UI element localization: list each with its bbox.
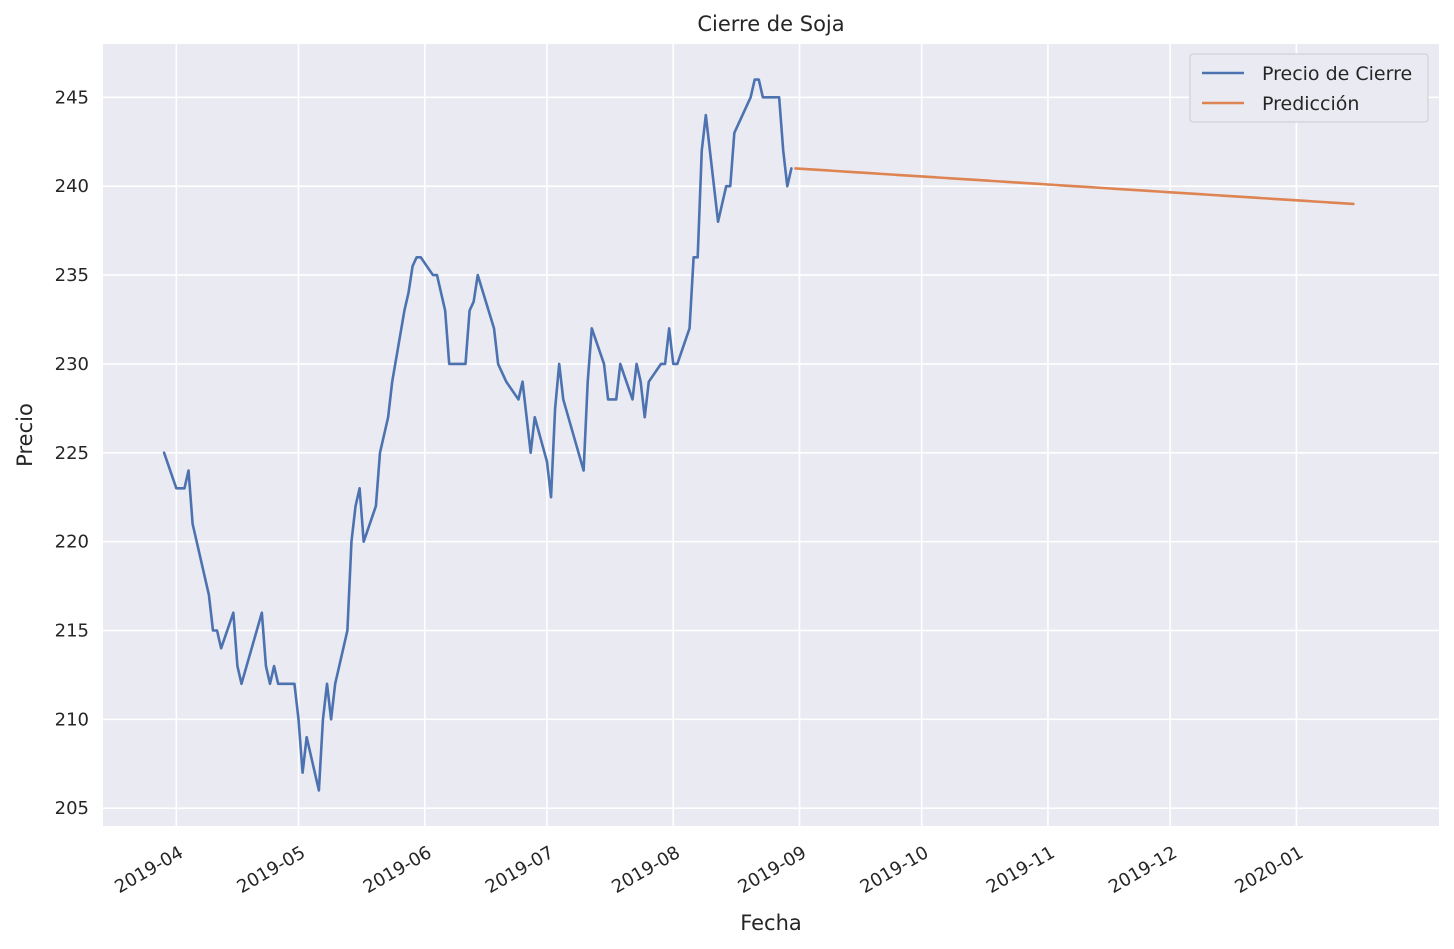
x-tick-label: 2019-12 [1105, 842, 1181, 898]
series-line-1 [794, 167, 1355, 206]
y-tick-label: 245 [55, 87, 89, 108]
legend-label-prediccion: Predicción [1262, 93, 1359, 115]
y-tick-label: 205 [55, 798, 89, 819]
x-tick-label: 2019-06 [360, 842, 436, 898]
x-tick-label: 2020-01 [1231, 842, 1307, 898]
x-tick-label: 2019-04 [111, 842, 187, 898]
y-tick-labels: 205 210 215 220 225 230 235 240 245 [55, 87, 89, 819]
y-tick-label: 210 [55, 709, 89, 730]
x-tick-label: 2019-05 [233, 842, 309, 898]
x-tick-label: 2019-10 [857, 842, 933, 898]
y-tick-label: 235 [55, 265, 89, 286]
series-line-0 [162, 78, 793, 792]
y-grid [103, 96, 1439, 810]
y-tick-label: 230 [55, 354, 89, 375]
y-tick-label: 220 [55, 532, 89, 553]
y-tick-label: 215 [55, 621, 89, 642]
y-tick-label: 240 [55, 176, 89, 197]
chart-title: Cierre de Soja [697, 12, 844, 36]
x-tick-label: 2019-11 [983, 842, 1059, 898]
x-tick-label: 2019-08 [608, 842, 684, 898]
y-tick-label: 225 [55, 443, 89, 464]
x-tick-label: 2019-09 [734, 842, 810, 898]
legend-box [1189, 53, 1429, 123]
x-tick-label: 2019-07 [482, 842, 558, 898]
legend-label-precio-de-cierre: Precio de Cierre [1262, 63, 1412, 85]
x-grid [175, 44, 1298, 826]
y-axis-label: Precio [13, 403, 37, 467]
legend: Precio de Cierre Predicción [1189, 53, 1429, 123]
x-tick-labels: 2019-04 2019-05 2019-06 2019-07 2019-08 2019-… [111, 842, 1307, 898]
plot-background [103, 44, 1439, 826]
x-axis-label: Fecha [740, 911, 802, 935]
series-layer [162, 78, 1355, 792]
